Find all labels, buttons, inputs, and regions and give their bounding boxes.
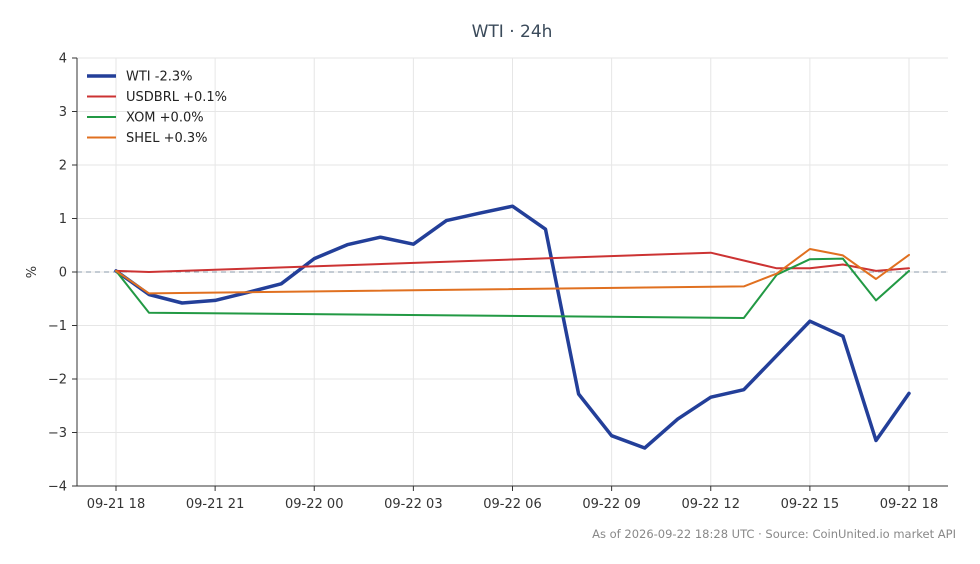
chart-title: WTI · 24h — [472, 22, 553, 42]
legend-label: XOM +0.0% — [126, 111, 204, 126]
series-layer — [114, 204, 911, 450]
legend-item-3: SHEL +0.3% — [87, 131, 208, 146]
legend-label: SHEL +0.3% — [126, 131, 208, 146]
x-tick-label: 09-22 00 — [285, 497, 343, 512]
y-axis-ticks: 4 3 2 1 0 −1 −2 −3 −4 — [48, 52, 77, 495]
y-tick-label: 1 — [59, 212, 67, 227]
series-line-2 — [115, 257, 910, 319]
x-tick-label: 09-22 09 — [582, 497, 640, 512]
y-axis-label: % — [25, 266, 40, 278]
legend: WTI -2.3% USDBRL +0.1% XOM +0.0% SHEL +0.3% — [87, 70, 227, 146]
x-tick-label: 09-22 06 — [483, 497, 541, 512]
series-line-0 — [114, 204, 911, 450]
legend-item-0: WTI -2.3% — [87, 70, 192, 85]
legend-label: WTI -2.3% — [126, 70, 192, 85]
y-tick-label: 2 — [59, 159, 67, 174]
series-line-3 — [115, 248, 910, 295]
x-tick-label: 09-21 18 — [87, 497, 145, 512]
x-tick-label: 09-22 15 — [781, 497, 839, 512]
footer-source-note: As of 2026-09-22 18:28 UTC · Source: Coi… — [592, 527, 956, 541]
y-tick-label: 3 — [59, 105, 67, 120]
y-tick-label: −2 — [48, 373, 67, 388]
y-tick-label: −1 — [48, 319, 67, 334]
y-tick-label: −3 — [48, 426, 67, 441]
x-axis-ticks: 09-21 18 09-21 21 09-22 00 09-22 03 09-22 06… — [87, 486, 938, 512]
x-tick-label: 09-21 21 — [186, 497, 244, 512]
x-tick-label: 09-22 03 — [384, 497, 442, 512]
x-tick-label: 09-22 12 — [682, 497, 740, 512]
legend-item-2: XOM +0.0% — [87, 111, 204, 126]
y-tick-label: 4 — [59, 52, 67, 67]
series-line-1 — [115, 251, 910, 273]
x-tick-label: 09-22 18 — [880, 497, 938, 512]
legend-label: USDBRL +0.1% — [126, 90, 227, 105]
legend-item-1: USDBRL +0.1% — [87, 90, 227, 105]
y-tick-label: 0 — [59, 266, 67, 281]
y-tick-label: −4 — [48, 480, 67, 495]
